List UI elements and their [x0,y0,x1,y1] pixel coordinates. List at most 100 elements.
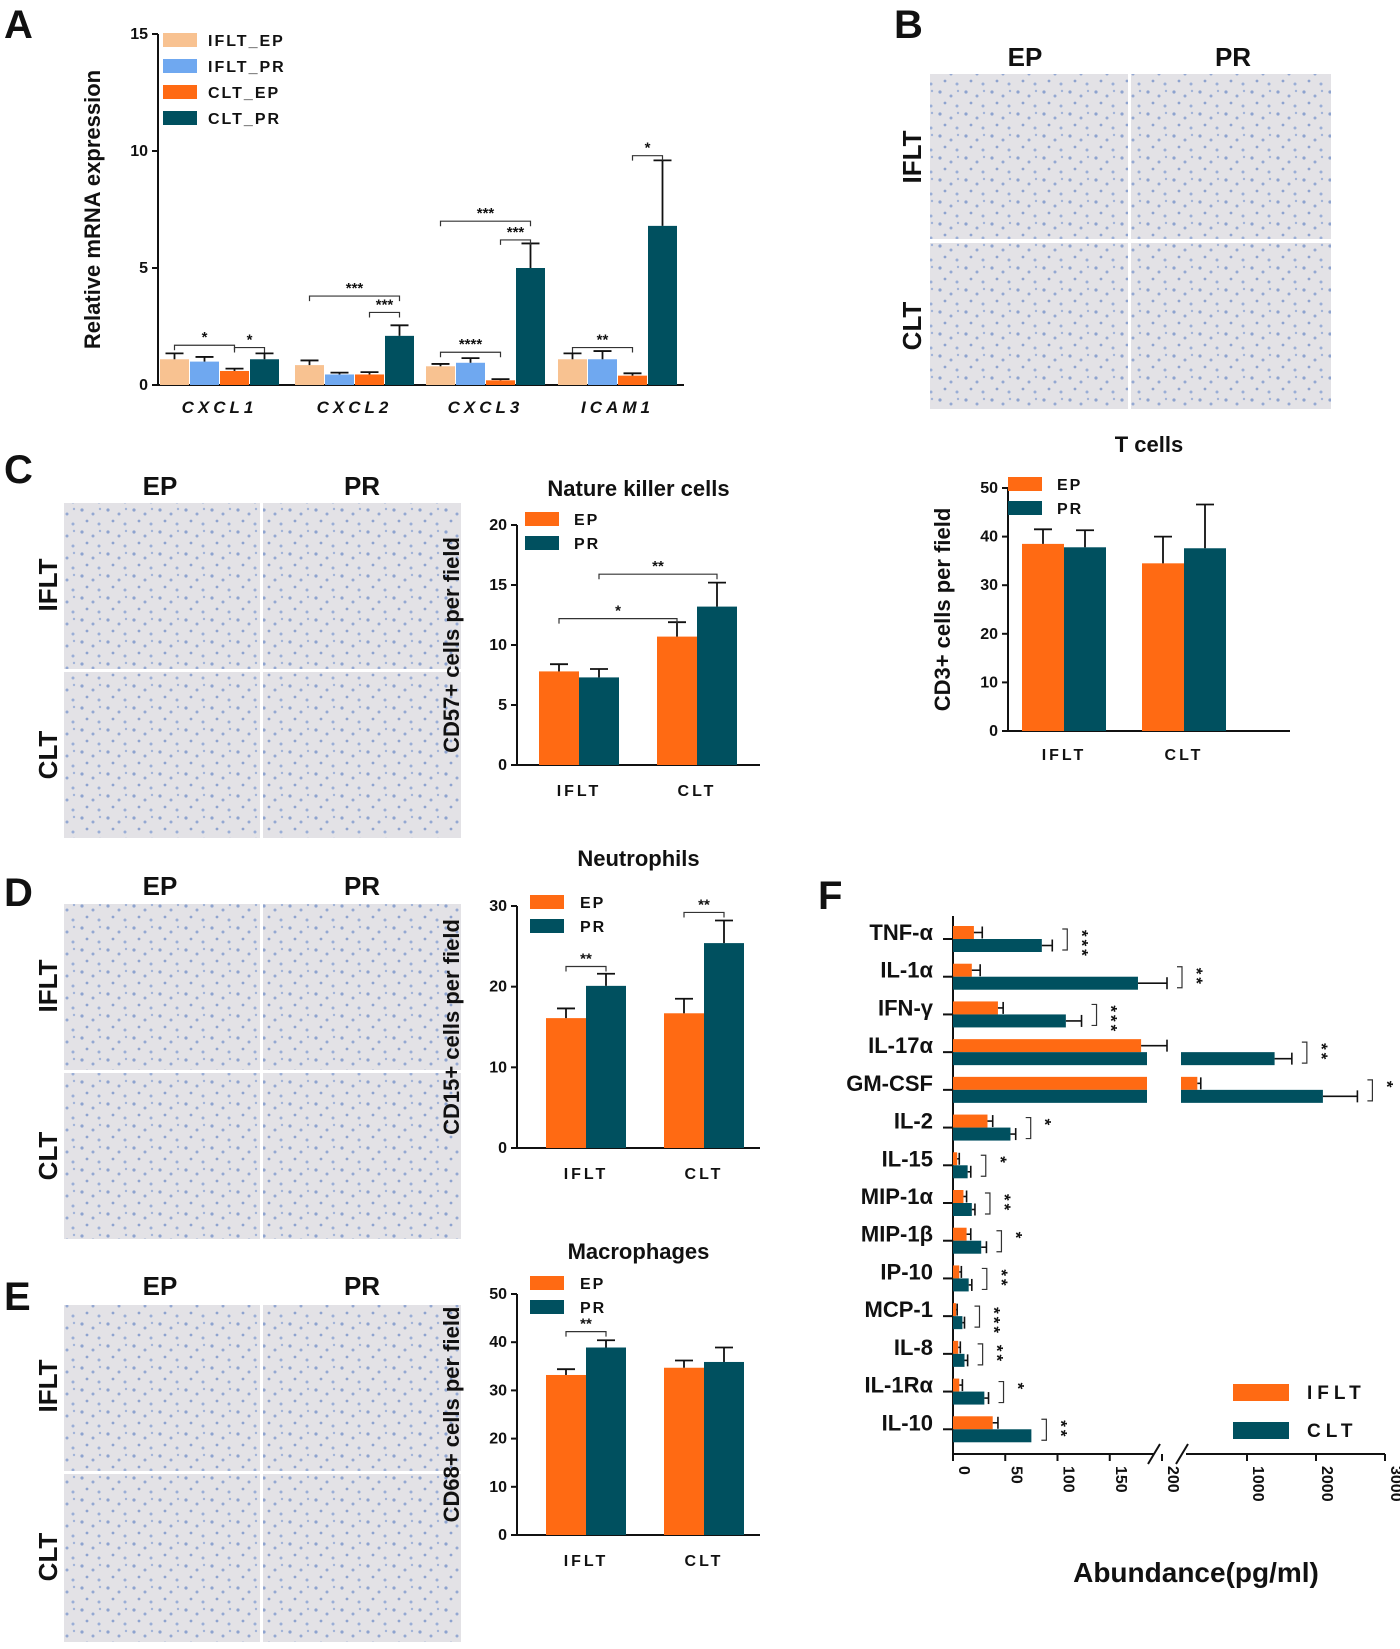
bar [953,1127,1011,1141]
legend-label: IFLT_EP [208,33,285,50]
significance-bracket [233,346,266,353]
micro-d-row-iflt: IFLT [33,959,63,1012]
y-tick-label: 40 [980,529,998,546]
y-tick-label: 20 [489,1431,507,1448]
chart-title: Macrophages [568,1239,710,1264]
category-label: MIP-1β [861,1222,933,1247]
significance-label: *** [1102,1005,1121,1034]
significance-bracket [996,1230,1003,1253]
significance-bracket [1025,1116,1032,1140]
micrograph-c-iflt-pr [263,503,461,669]
x-category-label: ICAM1 [581,398,654,417]
x-tick-label: 2000 [1318,1466,1335,1502]
legend-label: CLT_EP [208,85,280,102]
legend-swatch [1233,1422,1289,1439]
y-tick-label: 20 [489,517,507,534]
significance-bracket [368,311,401,318]
x-tick-label: 1000 [1249,1466,1266,1502]
category-label: IL-8 [894,1335,933,1360]
legend-swatch [163,33,197,47]
legend-label: EP [1057,477,1082,494]
bar [953,1190,964,1203]
y-tick-label: 10 [130,143,148,160]
category-label: IL-1Rα [864,1373,933,1398]
bar [579,677,619,765]
y-tick-label: 10 [489,1059,507,1076]
legend-label: CLT [1307,1421,1358,1442]
significance-bracket [984,1192,991,1215]
legend-label: IFLT_PR [208,59,286,76]
x-tick-label: 200 [1164,1466,1181,1493]
significance-label: * [247,332,253,349]
bar [953,926,974,939]
category-label: MIP-1α [861,1184,934,1209]
bar [953,1391,985,1405]
category-label: IL-15 [882,1146,933,1171]
micro-e-row-iflt: IFLT [33,1359,63,1412]
x-tick-label: 3000 [1387,1466,1400,1502]
bar [618,375,647,385]
bar [953,1378,960,1392]
bar [953,1240,982,1254]
micrograph-e-iflt-ep [64,1305,260,1471]
legend-swatch [163,59,197,73]
x-tick-label: 50 [1007,1466,1024,1484]
x-category-label: CXCL1 [182,398,258,417]
panel-label-a: A [4,3,33,47]
significance-bracket [565,1331,607,1337]
micro-b-col-ep: EP [1008,42,1043,72]
bar [697,606,737,765]
chart-e: 0 10 20 30 40 50 CD68+ cells per field Macropha… [439,1239,760,1570]
significance-label: ** [580,951,592,968]
bar [953,1089,1147,1103]
micro-c-col-ep: EP [143,471,178,501]
significance-bracket [571,346,634,353]
x-category-label: CXCL3 [448,398,524,417]
x-category-label: CLT [678,783,717,800]
bar [426,366,455,385]
category-label: GM-CSF [846,1071,933,1096]
category-label: IL-1α [880,958,933,983]
category-label: IL-17α [868,1033,933,1058]
significance-label: ** [652,558,664,575]
micro-d-col-ep: EP [143,871,178,901]
bar [250,359,279,385]
x-category-label: CXCL2 [317,398,393,417]
y-tick-label: 0 [498,1140,507,1157]
significance-label: ** [698,896,710,913]
y-tick-label: 20 [980,626,998,643]
legend-label: IFLT [1307,1383,1366,1404]
category-label: MCP-1 [865,1297,933,1322]
bar [664,1367,704,1535]
bar [657,636,697,765]
axis-break-mark [1147,1443,1161,1465]
y-tick-label: 15 [489,577,507,594]
bar [190,361,219,385]
bar [953,1227,967,1241]
significance-bracket [980,1154,987,1177]
legend-swatch [1233,1384,1289,1401]
significance-label: ** [988,1345,1007,1364]
category-label: IP-10 [880,1259,933,1284]
chart-title: T cells [1115,432,1183,457]
micro-e-row-clt: CLT [33,1533,63,1582]
x-category-label: CLT [685,1166,724,1183]
bar [220,370,249,385]
micrograph-c-iflt-ep [64,503,260,669]
bar [539,671,579,765]
significance-bracket [998,1380,1005,1404]
legend-label: PR [580,1300,606,1317]
significance-bracket [683,911,725,918]
bar [664,1013,704,1148]
significance-label: ** [1051,1420,1070,1439]
legend-swatch [163,111,197,125]
bar [953,1265,960,1279]
micro-e-col-ep: EP [143,1271,178,1301]
legend-label: EP [574,512,599,529]
y-tick-label: 10 [489,1479,507,1496]
panel-label-e: E [4,1275,31,1319]
significance-label: * [1009,1383,1028,1393]
significance-bracket [1062,928,1068,951]
micrograph-c-clt-pr [263,672,461,838]
panel-label-d: D [4,871,33,915]
